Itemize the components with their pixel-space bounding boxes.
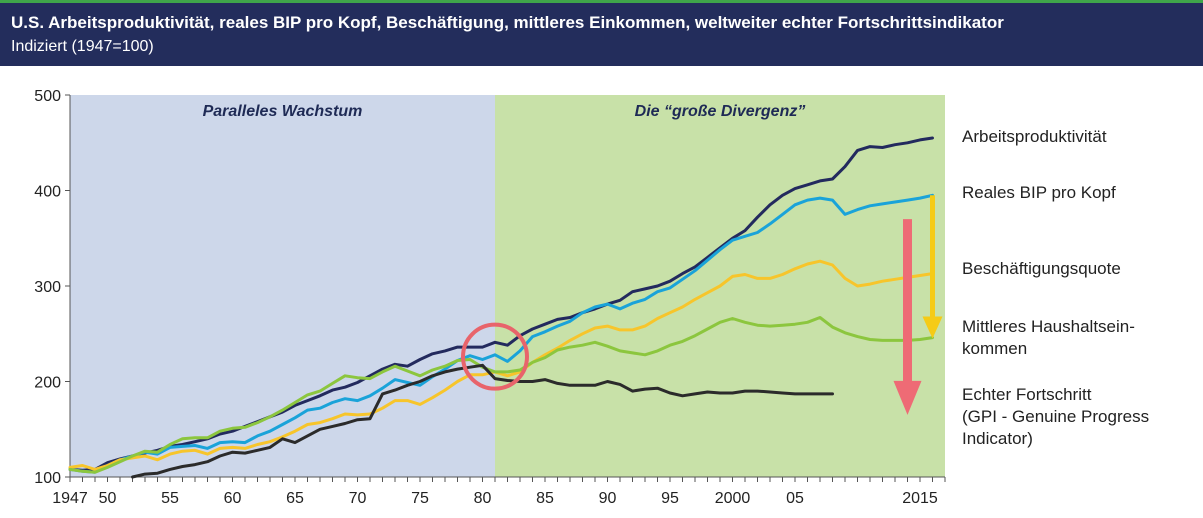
x-tick-label: 75 <box>411 490 429 507</box>
chart-subtitle: Indiziert (1947=100) <box>11 38 154 55</box>
region-band-1 <box>70 95 495 477</box>
divergence-circle <box>461 322 529 391</box>
x-tick-label: 70 <box>349 490 367 507</box>
x-tick-label: 2000 <box>715 490 751 507</box>
x-tick-label: 90 <box>599 490 617 507</box>
series-line-arbeitsproduktivit-t <box>68 136 934 472</box>
x-tick-label: 50 <box>99 490 117 507</box>
red-down-arrow-head <box>893 380 922 415</box>
y-tick-label: 100 <box>34 470 61 487</box>
x-tick-label: 95 <box>661 490 679 507</box>
y-tick-label: 400 <box>34 184 61 201</box>
series-line-mittleres-haushaltseinkommen <box>68 316 934 474</box>
y-tick-label: 500 <box>34 88 61 105</box>
x-tick-label: 05 <box>786 490 804 507</box>
legend-label-echter-fortschritt-gpi-genuine-progress-indicator: Echter Fortschritt (GPI - Genuine Progres… <box>962 385 1149 448</box>
x-tick-label: 2015 <box>902 490 938 507</box>
legend-label-besch-ftigungsquote: Beschäftigungsquote <box>962 259 1121 278</box>
y-tick-label: 300 <box>34 279 61 296</box>
region-label-2: Die “große Divergenz” <box>635 103 806 120</box>
x-tick-label: 60 <box>224 490 242 507</box>
x-tick-label: 55 <box>161 490 179 507</box>
series-line-reales-bip-pro-kopf <box>68 193 934 474</box>
x-tick-label: 1947 <box>52 490 88 507</box>
region-label-1: Paralleles Wachstum <box>203 103 363 120</box>
legend-label-arbeitsproduktivit-t: Arbeitsproduktivität <box>962 127 1107 146</box>
x-tick-label: 85 <box>536 490 554 507</box>
y-tick-label: 200 <box>34 375 61 392</box>
line-chart: Paralleles Wachstum Die “große Divergenz”… <box>34 88 1149 507</box>
x-tick-label: 65 <box>286 490 304 507</box>
x-tick-label: 80 <box>474 490 492 507</box>
legend-label-reales-bip-pro-kopf: Reales BIP pro Kopf <box>962 183 1116 202</box>
yellow-down-arrow-head <box>922 316 943 339</box>
chart-title: U.S. Arbeitsproduktivität, reales BIP pr… <box>11 13 1004 32</box>
series-line-echter-fortschritt-gpi-genuine-progress-indicator <box>131 363 834 479</box>
chart-header: U.S. Arbeitsproduktivität, reales BIP pr… <box>0 0 1203 66</box>
series-line-besch-ftigungsquote <box>68 259 934 471</box>
legend-label-mittleres-haushaltseinkommen: Mittleres Haushaltsein-kommen <box>962 317 1135 358</box>
